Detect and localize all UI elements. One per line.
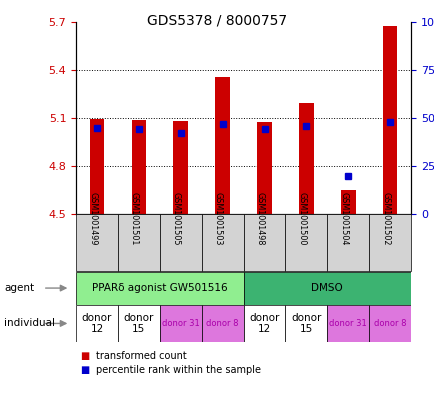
Text: GSM1001503: GSM1001503 xyxy=(213,192,222,246)
Text: donor 8: donor 8 xyxy=(206,319,238,328)
Text: donor
12: donor 12 xyxy=(82,313,112,334)
Text: PPARδ agonist GW501516: PPARδ agonist GW501516 xyxy=(92,283,227,293)
Bar xyxy=(368,214,410,271)
Text: transformed count: transformed count xyxy=(95,351,186,362)
Bar xyxy=(160,305,201,342)
Bar xyxy=(382,26,397,214)
Bar xyxy=(201,305,243,342)
Bar xyxy=(285,305,327,342)
Bar xyxy=(256,122,271,214)
Bar xyxy=(368,305,410,342)
Bar xyxy=(327,214,368,271)
Text: GDS5378 / 8000757: GDS5378 / 8000757 xyxy=(147,14,287,28)
Bar xyxy=(215,77,230,214)
Bar xyxy=(243,214,285,271)
Bar xyxy=(76,214,118,271)
Text: donor
15: donor 15 xyxy=(290,313,321,334)
Text: ■: ■ xyxy=(80,365,89,375)
Text: donor 8: donor 8 xyxy=(373,319,405,328)
Text: donor
12: donor 12 xyxy=(249,313,279,334)
Text: individual: individual xyxy=(4,318,55,329)
Bar xyxy=(173,121,187,214)
Bar xyxy=(201,214,243,271)
Bar xyxy=(243,305,285,342)
Text: donor
15: donor 15 xyxy=(123,313,154,334)
Bar xyxy=(243,272,410,305)
Text: ■: ■ xyxy=(80,351,89,362)
Text: GSM1001501: GSM1001501 xyxy=(130,192,138,246)
Text: agent: agent xyxy=(4,283,34,293)
Text: GSM1001505: GSM1001505 xyxy=(171,192,181,246)
Text: donor 31: donor 31 xyxy=(161,319,199,328)
Bar xyxy=(89,119,104,214)
Text: GSM1001502: GSM1001502 xyxy=(380,192,389,246)
Bar xyxy=(160,214,201,271)
Text: GSM1001504: GSM1001504 xyxy=(339,192,348,246)
Bar xyxy=(327,305,368,342)
Text: percentile rank within the sample: percentile rank within the sample xyxy=(95,365,260,375)
Bar xyxy=(340,190,355,214)
Bar xyxy=(76,305,118,342)
Bar xyxy=(299,103,313,214)
Bar xyxy=(118,214,160,271)
Bar xyxy=(118,305,160,342)
Text: donor 31: donor 31 xyxy=(329,319,366,328)
Bar xyxy=(132,120,146,214)
Text: DMSO: DMSO xyxy=(311,283,342,293)
Text: GSM1001498: GSM1001498 xyxy=(255,192,264,246)
Text: GSM1001500: GSM1001500 xyxy=(297,192,306,246)
Bar xyxy=(285,214,327,271)
Text: GSM1001499: GSM1001499 xyxy=(88,192,97,246)
Bar xyxy=(76,272,243,305)
